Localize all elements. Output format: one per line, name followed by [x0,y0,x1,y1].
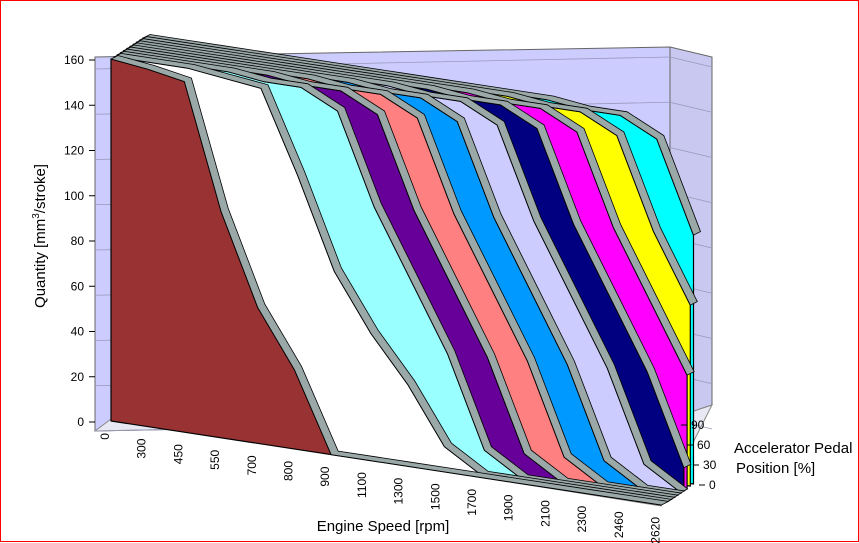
series-0-top [109,55,670,506]
y-tick-label: 0 [77,415,84,429]
y-tick-label: 160 [64,53,84,67]
x-tick-label: 1700 [465,489,479,516]
x-tick-label: 1900 [502,494,516,521]
y-tick-label: 100 [64,189,84,203]
series-0 [109,55,670,506]
x-tick-label: 0 [98,433,112,440]
depth-tick-label: 30 [703,458,717,472]
depth-axis-title-line1: Accelerator Pedal [734,440,852,457]
gridline-side [669,147,713,158]
gridline-side [669,56,713,68]
x-tick-label: 2620 [649,517,663,543]
depth-tick-label: 90 [691,418,705,432]
x-tick-label: 300 [135,438,149,458]
depth-tick-label: 60 [697,438,711,452]
series-4-top [122,46,683,498]
series-3-top [119,48,680,500]
x-axis-title: Engine Speed [rpm] [317,518,450,535]
y-tick-label: 140 [64,98,84,112]
x-axis-ticks: 0 300 450 550 700 800 900 1100 1300 1500 1700 1900 2… [98,433,663,543]
ribbon-series [109,34,702,506]
x-tick-label: 2100 [538,500,552,527]
depth-tick-label: 0 [709,478,716,492]
x-tick-label: 2460 [612,511,626,538]
x-tick-label: 700 [245,455,259,475]
y-tick-label: 40 [71,325,85,339]
y-tick-label: 80 [71,234,85,248]
gridline-side [669,101,713,113]
x-tick-label: 450 [171,444,185,464]
y-axis-ticks: 0 20 40 60 80 100 120 140 160 [64,53,95,429]
x-tick-label: 2300 [575,505,589,532]
y-tick-label: 120 [64,144,84,158]
x-tick-label: 800 [282,461,296,481]
y-axis-title: Quantity [mm3/stroke] [31,164,49,308]
y-tick-label: 20 [71,370,85,384]
x-tick-label: 550 [208,449,222,469]
y-tick-label: 60 [71,279,85,293]
depth-axis-ticks: 0 30 60 90 [681,418,717,492]
x-tick-label: 1300 [392,477,406,504]
x-tick-label: 1100 [355,472,369,498]
x-tick-label: 900 [318,466,332,486]
series-1-top [112,52,674,504]
series-2-top [116,50,677,502]
depth-axis-title-line2: Position [%] [736,460,815,477]
x-tick-label: 1500 [428,483,442,510]
